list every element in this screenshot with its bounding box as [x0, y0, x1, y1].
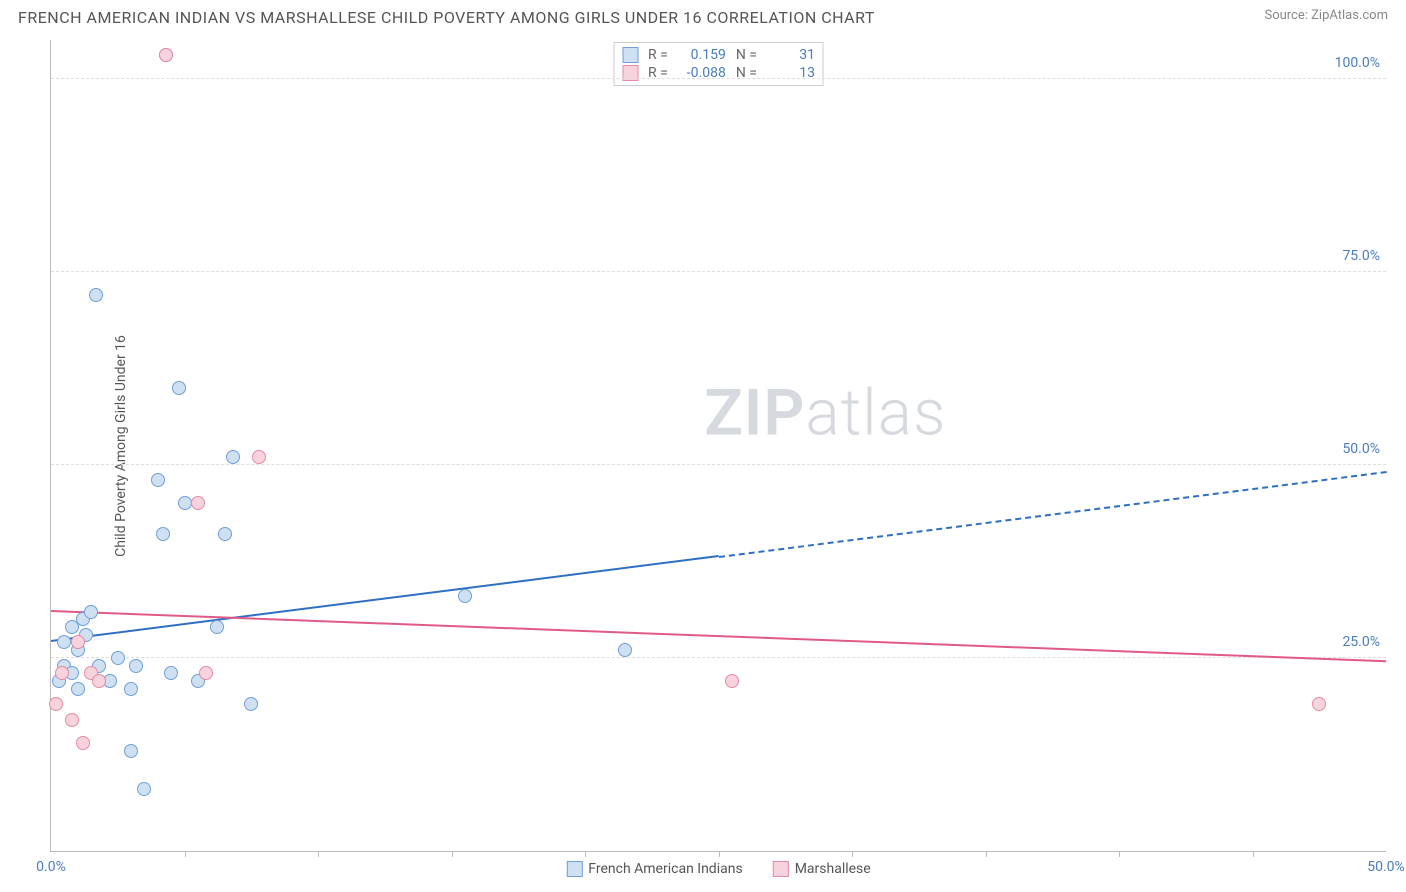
gridline-h [51, 271, 1386, 272]
x-tick [719, 851, 720, 857]
trend-line [51, 556, 719, 643]
data-point [199, 666, 213, 680]
gridline-h [51, 657, 1386, 658]
legend-item: Marshallese [773, 861, 871, 877]
y-tick-label: 75.0% [1342, 248, 1380, 264]
data-point [71, 635, 85, 649]
x-tick [318, 851, 319, 857]
data-point [65, 713, 79, 727]
data-point [137, 782, 151, 796]
data-point [458, 589, 472, 603]
x-tick [1253, 851, 1254, 857]
data-point [618, 643, 632, 657]
data-point [89, 288, 103, 302]
data-point [725, 674, 739, 688]
scatter-chart: ZIPatlas R =0.159N =31R =-0.088N =13 Fre… [50, 40, 1386, 852]
corr-n-value: 31 [767, 47, 815, 63]
x-tick-label: 0.0% [36, 859, 66, 875]
data-point [124, 682, 138, 696]
legend-swatch [566, 861, 582, 877]
data-point [129, 659, 143, 673]
data-point [76, 736, 90, 750]
source-prefix: Source: [1264, 8, 1311, 23]
y-tick-label: 25.0% [1342, 634, 1380, 650]
data-point [49, 697, 63, 711]
y-tick-label: 100.0% [1335, 55, 1380, 71]
source-attribution: Source: ZipAtlas.com [1264, 8, 1388, 23]
data-point [252, 450, 266, 464]
corr-r-value: 0.159 [678, 47, 726, 63]
legend-label: French American Indians [588, 861, 742, 877]
x-tick-label: 50.0% [1367, 859, 1405, 875]
data-point [71, 682, 85, 696]
data-point [92, 674, 106, 688]
data-point [124, 744, 138, 758]
data-point [156, 527, 170, 541]
series-legend: French American Indians Marshallese [566, 861, 870, 877]
data-point [178, 496, 192, 510]
data-point [1312, 697, 1326, 711]
data-point [57, 635, 71, 649]
data-point [172, 381, 186, 395]
data-point [55, 666, 69, 680]
x-tick [185, 851, 186, 857]
gridline-h [51, 78, 1386, 79]
legend-swatch [622, 47, 638, 63]
legend-label: Marshallese [795, 861, 871, 877]
data-point [191, 496, 205, 510]
data-point [226, 450, 240, 464]
trend-line [718, 471, 1386, 558]
trend-line [51, 610, 1386, 662]
gridline-h [51, 464, 1386, 465]
legend-swatch [773, 861, 789, 877]
data-point [164, 666, 178, 680]
watermark-bold: ZIP [704, 376, 805, 451]
y-tick-label: 50.0% [1342, 441, 1380, 457]
corr-legend-row: R =-0.088N =13 [622, 64, 815, 82]
corr-n-label: N = [736, 47, 757, 63]
data-point [210, 620, 224, 634]
x-tick [452, 851, 453, 857]
data-point [159, 48, 173, 62]
chart-title: FRENCH AMERICAN INDIAN VS MARSHALLESE CH… [18, 8, 875, 27]
data-point [218, 527, 232, 541]
watermark-light: atlas [805, 376, 946, 451]
data-point [111, 651, 125, 665]
x-tick [986, 851, 987, 857]
corr-legend-row: R = 0.159 N = 31 [622, 46, 815, 64]
data-point [84, 605, 98, 619]
x-tick [852, 851, 853, 857]
data-point [244, 697, 258, 711]
x-tick [585, 851, 586, 857]
x-tick [1119, 851, 1120, 857]
source-link[interactable]: ZipAtlas.com [1311, 8, 1388, 23]
correlation-legend: R = 0.159 N = 31R =-0.088N =13 [613, 42, 824, 86]
data-point [151, 473, 165, 487]
corr-r-label: R = [648, 47, 668, 63]
legend-item: French American Indians [566, 861, 742, 877]
watermark: ZIPatlas [704, 376, 946, 451]
